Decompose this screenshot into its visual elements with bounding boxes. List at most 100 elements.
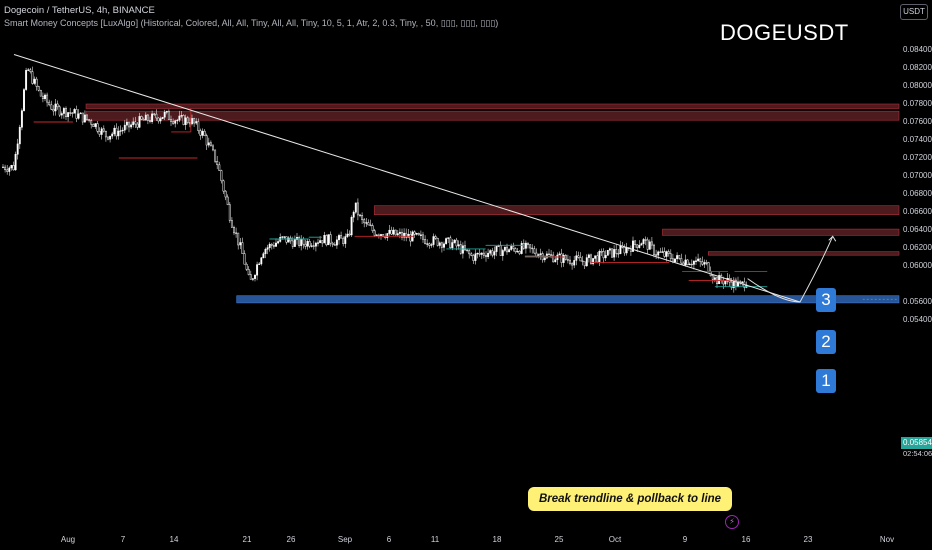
candle-body <box>615 249 618 254</box>
candle-body <box>669 253 672 259</box>
candle-body <box>54 103 57 112</box>
candle-body <box>348 233 351 236</box>
candle-body <box>369 224 372 227</box>
candle-body <box>512 246 515 249</box>
candle-body <box>722 280 725 285</box>
candle-body <box>138 116 141 128</box>
candle-body <box>482 252 485 256</box>
candle-body <box>8 167 11 172</box>
y-tick: 0.08000 <box>903 81 932 90</box>
candle-body <box>144 114 147 121</box>
candle-body <box>575 255 578 261</box>
candle-body <box>663 251 666 257</box>
indicator-header[interactable]: Smart Money Concepts [LuxAlgo] (Historic… <box>4 18 499 28</box>
candle-body <box>16 143 19 155</box>
candle-body <box>583 261 586 267</box>
supply-zone-1 <box>85 103 900 109</box>
candle-body <box>140 116 143 120</box>
candle-body <box>205 135 208 146</box>
candle-body <box>644 239 647 241</box>
candle-body <box>419 234 422 236</box>
candle-body <box>430 244 433 246</box>
candle-body <box>102 128 105 132</box>
candle-body <box>522 243 525 249</box>
candle-body <box>226 196 229 205</box>
candle-body <box>207 142 210 146</box>
candle-body <box>117 130 120 137</box>
y-tick: 0.07200 <box>903 153 932 162</box>
candle-body <box>396 233 399 236</box>
candle-body <box>25 70 28 90</box>
candle-body <box>472 255 475 261</box>
candle-body <box>695 260 697 262</box>
candle-body <box>266 247 269 250</box>
candle-body <box>440 242 443 248</box>
candle-body <box>600 251 603 253</box>
candle-body <box>478 252 481 255</box>
candle-body <box>548 253 550 255</box>
x-tick: Sep <box>337 535 353 544</box>
candle-body <box>174 120 177 124</box>
candle-body <box>333 244 336 246</box>
x-tick: 25 <box>554 535 564 544</box>
candle-body <box>598 251 601 263</box>
currency-badge[interactable]: USDT <box>900 4 928 20</box>
candle-body <box>146 114 149 121</box>
candle-body <box>186 117 189 123</box>
candle-body <box>680 258 683 264</box>
candle-body <box>56 103 59 108</box>
x-tick: 23 <box>803 535 813 544</box>
x-tick: Aug <box>60 535 76 544</box>
candle-body <box>581 260 584 263</box>
y-tick: 0.05400 <box>903 315 932 324</box>
candle-body <box>352 211 355 218</box>
candle-body <box>650 241 653 246</box>
candle-body <box>241 242 244 254</box>
candle-body <box>564 254 567 260</box>
candle-body <box>46 94 49 103</box>
candle-body <box>157 117 160 122</box>
candle-body <box>75 109 78 119</box>
candle-body <box>373 230 376 236</box>
candle-body <box>674 258 676 263</box>
candle-body <box>623 247 626 254</box>
symbol-header[interactable]: Dogecoin / TetherUS, 4h, BINANCE <box>4 5 155 16</box>
candle-body <box>678 255 681 259</box>
candle-body <box>23 89 25 111</box>
candle-body <box>359 214 361 217</box>
candle-body <box>403 232 406 238</box>
candle-body <box>604 255 607 259</box>
candle-body <box>304 243 307 247</box>
candle-body <box>37 86 40 91</box>
candle-body <box>58 106 61 116</box>
candle-body <box>676 255 679 260</box>
candle-body <box>254 274 256 279</box>
lightning-icon[interactable]: ⚡ <box>725 515 739 529</box>
candle-body <box>688 263 691 266</box>
candle-body <box>619 245 622 254</box>
candle-body <box>653 244 655 255</box>
candle-body <box>585 257 588 267</box>
candle-body <box>468 250 471 255</box>
candle-body <box>667 251 670 255</box>
candle-body <box>617 253 620 255</box>
candle-body <box>300 238 303 246</box>
candle-body <box>281 236 284 238</box>
candle-body <box>35 78 38 87</box>
candle-body <box>432 236 435 245</box>
candle-body <box>151 113 154 122</box>
candle-body <box>365 222 368 224</box>
candle-body <box>724 280 727 285</box>
candle-body <box>214 149 217 162</box>
candle-body <box>310 245 313 247</box>
candle-body <box>109 135 112 140</box>
candle-body <box>474 253 477 261</box>
candle-body <box>306 241 309 247</box>
candle-body <box>2 166 4 169</box>
candle-body <box>277 241 280 244</box>
candle-body <box>167 111 170 120</box>
candle-body <box>193 118 196 124</box>
candle-body <box>6 169 9 172</box>
candle-body <box>718 275 721 285</box>
